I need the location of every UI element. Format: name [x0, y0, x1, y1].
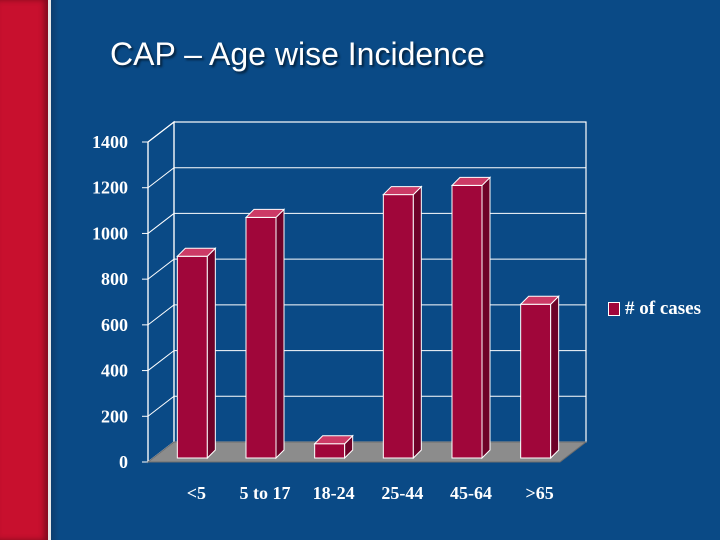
y-tick-label: 1200 [92, 178, 128, 198]
chart-legend: # of cases [608, 298, 701, 320]
x-tick-label: >65 [526, 483, 554, 503]
gridline [147, 258, 586, 280]
bar-front [176, 255, 208, 459]
legend-swatch [608, 302, 620, 316]
x-tick-label: 45-64 [450, 483, 492, 503]
gridline [147, 395, 586, 417]
x-tick-label: <5 [187, 483, 206, 503]
slide-title: CAP – Age wise Incidence [110, 36, 485, 72]
y-tick-label: 400 [101, 361, 128, 381]
gridline [147, 304, 586, 326]
y-tick-label: 200 [101, 406, 128, 426]
gridline [147, 350, 586, 371]
bar-top [176, 247, 217, 257]
chart-side-wall [147, 120, 175, 464]
bar-side [550, 295, 560, 460]
bar-top [519, 295, 560, 305]
bar-top [244, 208, 286, 218]
left-accent-band [0, 0, 51, 540]
x-tick-label: 5 to 17 [240, 483, 291, 503]
bar-front [520, 303, 552, 459]
y-tick-label: 0 [119, 452, 128, 472]
gridline [147, 212, 586, 234]
bar-side [481, 176, 491, 460]
bar-top [313, 435, 354, 445]
bar-side [275, 208, 285, 460]
y-tick-label: 600 [101, 315, 128, 335]
x-tick-label: 18-24 [313, 483, 355, 503]
x-tick-label: 25-44 [381, 483, 423, 503]
bar-front [382, 194, 414, 459]
bar-front [314, 443, 346, 459]
gridline [147, 167, 586, 189]
bar-top [382, 186, 423, 196]
bar-front [245, 216, 277, 459]
bar-top [450, 176, 492, 186]
y-tick-label: 800 [101, 269, 128, 289]
bar-side [206, 247, 216, 460]
left-band-shadow [51, 0, 59, 540]
bar-side [412, 185, 422, 460]
gridline [147, 121, 586, 143]
y-tick-label: 1000 [92, 223, 128, 243]
legend-label: # of cases [625, 298, 701, 319]
y-tick-label: 1400 [92, 132, 128, 152]
bar-front [451, 184, 483, 459]
